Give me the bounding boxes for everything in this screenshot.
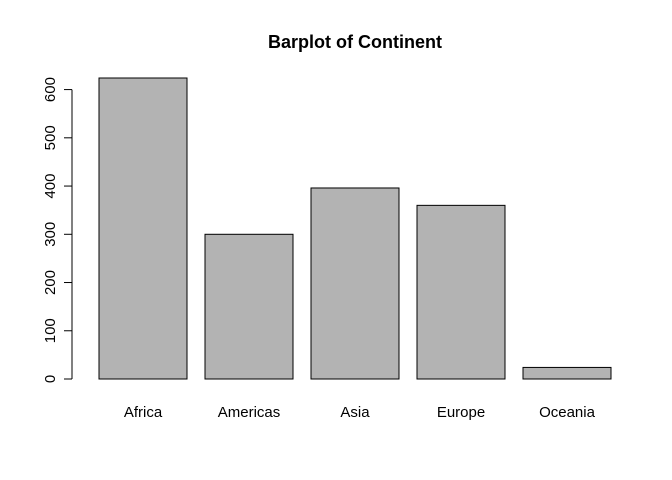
y-tick-label: 600	[42, 77, 59, 102]
bar-europe	[416, 204, 506, 380]
y-tick-label: 500	[42, 125, 59, 150]
bar-asia	[310, 187, 400, 380]
x-axis-labels: Africa Americas Asia Europe Oceania	[124, 404, 596, 421]
bar-africa	[98, 77, 188, 380]
bars-group	[98, 77, 612, 380]
y-tick-label: 100	[42, 318, 59, 343]
x-category-label: Africa	[124, 404, 163, 421]
x-category-label: Oceania	[539, 404, 596, 421]
y-tick-label: 400	[42, 174, 59, 199]
chart-title: Barplot of Continent	[268, 32, 442, 52]
y-tick-label: 300	[42, 222, 59, 247]
y-tick-label: 0	[42, 375, 59, 383]
y-axis: 0 100 200 300 400 500 600	[42, 77, 73, 383]
bar-oceania	[522, 366, 612, 380]
bar-americas	[204, 233, 294, 380]
x-category-label: Americas	[218, 404, 281, 421]
x-category-label: Europe	[437, 404, 485, 421]
x-category-label: Asia	[340, 404, 370, 421]
y-tick-label: 200	[42, 270, 59, 295]
